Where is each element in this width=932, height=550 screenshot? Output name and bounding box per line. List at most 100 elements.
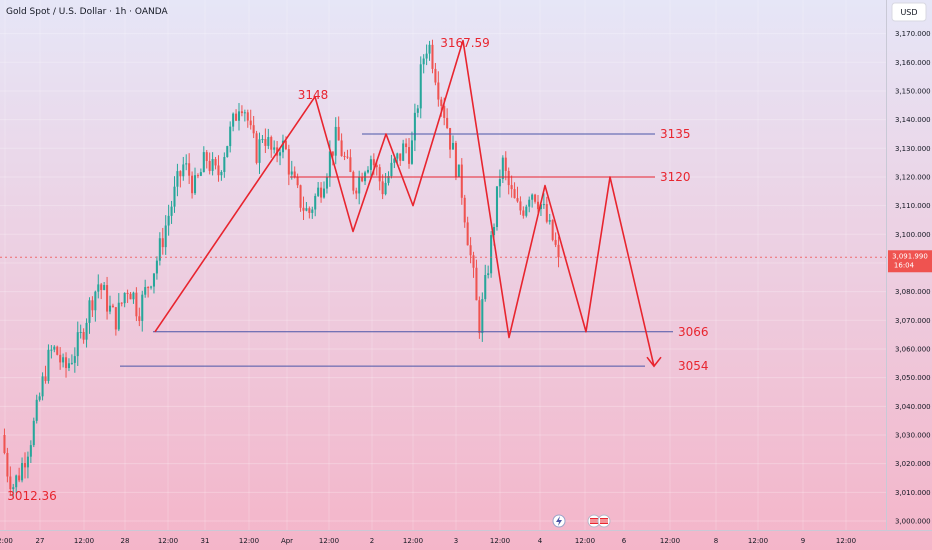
candle-body (449, 128, 452, 150)
candle-body (425, 53, 428, 59)
event-icons[interactable] (552, 514, 611, 528)
candle-body (337, 126, 340, 141)
candle-body (542, 204, 545, 206)
candle-body (126, 292, 129, 294)
time-tick-label: 31 (201, 537, 210, 545)
candle-body (490, 235, 493, 274)
candle-body (516, 198, 519, 202)
candle-body (91, 300, 94, 311)
candle-body (261, 139, 264, 141)
candle-body (355, 190, 358, 194)
candle-body (287, 149, 290, 175)
time-tick-label: 9 (801, 537, 805, 545)
price-tick-label: 3,030.000 (895, 431, 931, 439)
candle-body (26, 456, 29, 468)
candle-body (164, 225, 167, 248)
candle-body (416, 108, 419, 113)
level-label: 3066 (678, 325, 709, 339)
level-lines: 3135 3120 3066 3054 (120, 127, 709, 373)
candle-body (132, 292, 135, 300)
candle-body (495, 186, 498, 228)
candle-body (454, 142, 457, 177)
candle-body (267, 137, 270, 146)
candle-body (243, 112, 246, 114)
candle-body (487, 273, 490, 276)
candle-body (281, 140, 284, 153)
candle-body (557, 244, 560, 258)
candle-body (32, 420, 35, 446)
time-tick-label: 2:00 (0, 537, 13, 545)
candle-body (103, 285, 106, 290)
candle-body (519, 201, 522, 211)
price-tick-label: 3,060.000 (895, 345, 931, 353)
candle-body (387, 176, 390, 183)
candle-body (188, 163, 191, 176)
candle-body (405, 143, 408, 148)
candle-body (284, 140, 287, 150)
candle-body (9, 476, 12, 490)
price-tick-label: 3,020.000 (895, 460, 931, 468)
candle-body (120, 302, 123, 304)
candle-body (208, 160, 211, 171)
candle-body (108, 305, 112, 312)
time-tick-label: 12:00 (660, 537, 680, 545)
candle-body (322, 188, 326, 198)
candle-body (369, 159, 372, 170)
candle-body (536, 201, 540, 210)
candle-body (279, 152, 282, 156)
candle-body (463, 197, 466, 223)
candle-body (38, 396, 41, 400)
candle-body (6, 452, 9, 477)
time-tick-label: 4 (538, 537, 543, 545)
candle-body (443, 105, 446, 118)
currency-button[interactable]: USD (891, 2, 927, 22)
candle-body (44, 376, 47, 381)
candle-body (79, 331, 82, 333)
candle-body (428, 44, 431, 54)
candle-body (349, 157, 352, 172)
candle-body (147, 287, 150, 289)
candle-body (144, 287, 147, 295)
candle-body (531, 194, 534, 200)
candle-body (510, 185, 513, 190)
candle-body (308, 208, 311, 213)
candle-body (161, 238, 164, 248)
candle-body (97, 284, 100, 292)
time-tick-label: 12:00 (158, 537, 178, 545)
candle-body (293, 171, 296, 178)
candle-body (440, 99, 443, 106)
candle-body (170, 206, 173, 216)
candle-body (472, 255, 475, 268)
candle-body (59, 354, 62, 363)
candle-body (545, 204, 548, 222)
price-tick-label: 3,070.000 (895, 317, 931, 325)
level-label: 3054 (678, 359, 709, 373)
candle-body (320, 187, 323, 198)
candle-body (15, 475, 18, 488)
candle-body (129, 293, 132, 300)
candle-body (150, 286, 153, 288)
candle-body (158, 238, 161, 261)
candle-body (358, 176, 361, 194)
price-tick-label: 3,160.000 (895, 59, 931, 67)
candle-body (47, 349, 50, 381)
candle-body (352, 171, 355, 191)
candle-body (29, 445, 32, 457)
candle-body (534, 194, 537, 202)
level-label: 3135 (660, 127, 691, 141)
candle-body (457, 164, 460, 177)
candle-body (264, 139, 267, 146)
candle-body (305, 208, 308, 211)
time-tick-label: 6 (622, 537, 627, 545)
candle-body (375, 165, 378, 168)
candle-body (117, 302, 120, 330)
candle-body (528, 199, 531, 207)
time-tick-label: Apr (281, 537, 293, 545)
candle-body (70, 362, 73, 364)
candle-body (393, 158, 396, 163)
candle-body (249, 120, 252, 126)
candle-body (381, 181, 384, 195)
candle-body (513, 189, 516, 199)
candle-body (481, 299, 484, 334)
candle-body (240, 111, 243, 114)
